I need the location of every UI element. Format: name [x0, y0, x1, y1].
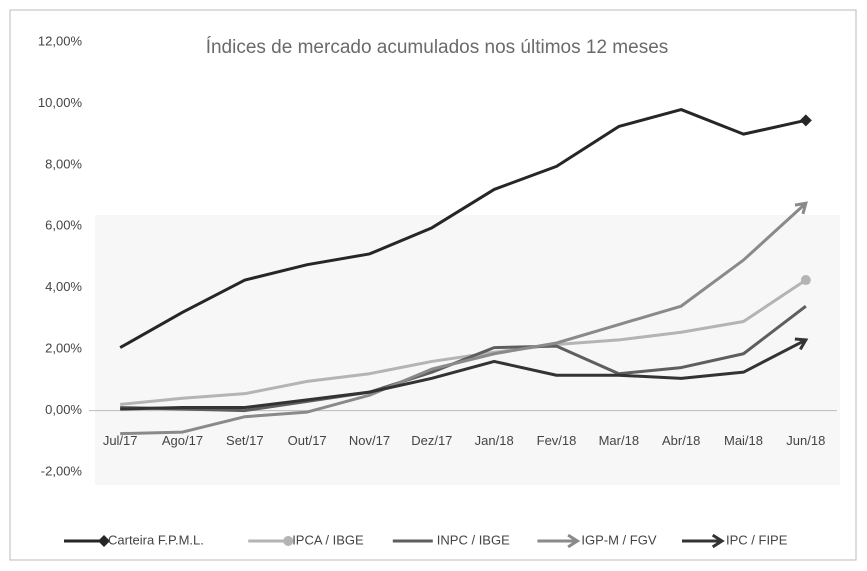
y-tick-label: -2,00% — [41, 463, 83, 478]
y-tick-label: 4,00% — [45, 279, 82, 294]
x-tick-label: Jun/18 — [786, 433, 825, 448]
x-tick-label: Ago/17 — [162, 433, 203, 448]
legend-label: IGP-M / FGV — [581, 532, 656, 547]
y-tick-label: 0,00% — [45, 402, 82, 417]
x-tick-label: Fev/18 — [537, 433, 577, 448]
series-line — [120, 338, 807, 411]
legend-label: INPC / IBGE — [437, 532, 510, 547]
legend-label: Carteira F.P.M.L. — [108, 532, 204, 547]
series-line — [120, 278, 807, 406]
series-end-marker — [794, 201, 808, 215]
x-tick-label: Set/17 — [226, 433, 264, 448]
y-tick-label: 10,00% — [38, 95, 83, 110]
legend-marker — [711, 533, 725, 549]
legend-label: IPCA / IBGE — [292, 532, 364, 547]
y-tick-label: 6,00% — [45, 218, 82, 233]
chart-title: Índices de mercado acumulados nos último… — [206, 37, 669, 58]
x-tick-label: Dez/17 — [411, 433, 452, 448]
y-tick-label: 2,00% — [45, 341, 82, 356]
x-tick-label: Mai/18 — [724, 433, 763, 448]
series-end-marker — [794, 337, 809, 351]
x-tick-label: Nov/17 — [349, 433, 390, 448]
legend-label: IPC / FIPE — [726, 532, 788, 547]
legend-marker — [98, 535, 110, 547]
x-tick-label: Out/17 — [288, 433, 327, 448]
x-tick-label: Mar/18 — [599, 433, 639, 448]
series-end-marker — [800, 275, 811, 286]
legend-marker — [567, 533, 581, 549]
series-line — [120, 202, 807, 436]
x-tick-label: Jan/18 — [475, 433, 514, 448]
plot-shade — [95, 215, 840, 485]
series-line — [119, 108, 807, 349]
y-tick-label: 8,00% — [45, 156, 82, 171]
legend-marker — [283, 536, 294, 546]
series-end-marker — [799, 114, 812, 127]
y-tick-label: 12,00% — [38, 33, 83, 48]
x-tick-label: Jul/17 — [103, 433, 138, 448]
x-tick-label: Abr/18 — [662, 433, 700, 448]
